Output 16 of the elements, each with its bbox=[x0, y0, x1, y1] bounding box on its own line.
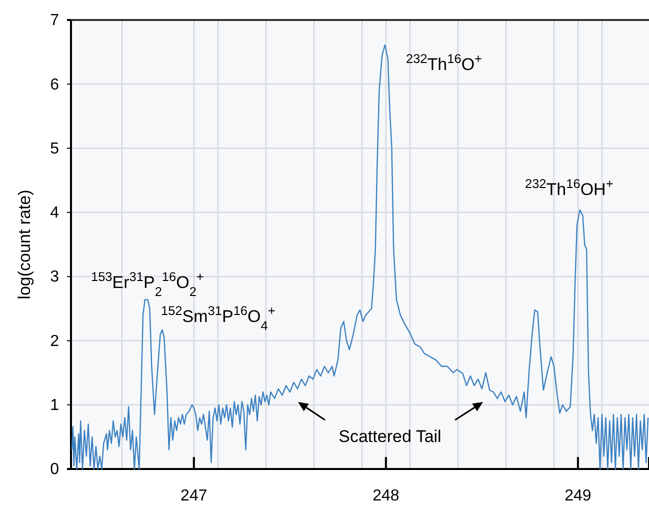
x-tick-label: 249 bbox=[564, 487, 592, 504]
y-tick-label: 7 bbox=[50, 12, 60, 30]
y-tick-label: 5 bbox=[50, 140, 60, 158]
y-tick-label: 6 bbox=[50, 76, 60, 94]
y-axis-title: log(count rate) bbox=[15, 190, 34, 300]
annotation: Scattered Tail bbox=[338, 427, 442, 446]
line-series bbox=[71, 44, 649, 470]
x-tick-label: 248 bbox=[372, 487, 400, 504]
y-tick-label: 1 bbox=[50, 396, 60, 414]
y-tick-label: 0 bbox=[50, 461, 60, 478]
annotation: $^{232}$Th$^{16}$OH$^{+}$ bbox=[525, 176, 614, 199]
annotation: $^{232}$Th$^{16}$O$^{+}$ bbox=[406, 50, 482, 74]
y-tick-label: 4 bbox=[50, 204, 60, 222]
y-tick-label: 2 bbox=[50, 332, 60, 350]
x-tick-label: 247 bbox=[180, 487, 208, 504]
y-tick-label: 3 bbox=[50, 268, 60, 286]
